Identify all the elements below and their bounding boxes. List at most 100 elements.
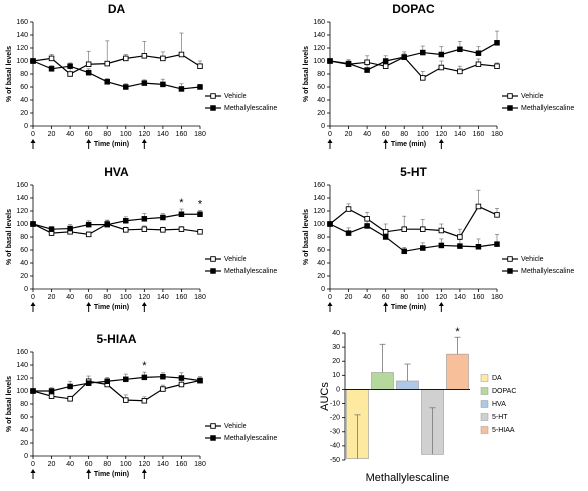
point xyxy=(475,243,482,250)
series-line xyxy=(33,376,201,392)
chart-title: 5-HT xyxy=(400,165,427,179)
y-tick-label: 140 xyxy=(16,195,28,202)
point xyxy=(364,59,370,66)
point xyxy=(364,216,370,222)
y-tick-label: -30 xyxy=(330,429,340,436)
y-tick-label: 120 xyxy=(16,208,28,215)
point xyxy=(197,377,203,384)
arrow-head xyxy=(383,139,389,143)
point xyxy=(67,396,73,402)
x-tick-label: 20 xyxy=(48,131,56,138)
legend-label: Methallylescaline xyxy=(224,105,277,112)
x-tick-label: 40 xyxy=(66,294,74,301)
point xyxy=(178,211,185,218)
y-tick-label: 0 xyxy=(321,123,325,130)
y-tick-label: 0 xyxy=(24,453,28,460)
point xyxy=(438,242,445,249)
series-line xyxy=(329,56,498,79)
y-tick-label: 20 xyxy=(20,273,28,280)
y-tick-label: 40 xyxy=(332,330,340,337)
chart-title: DOPAC xyxy=(392,2,435,16)
y-tick-label: -50 xyxy=(330,457,340,464)
point xyxy=(475,50,482,56)
arrow-head xyxy=(141,469,147,473)
x-tick-label: 20 xyxy=(48,461,56,468)
legend-swatch xyxy=(480,413,489,421)
point xyxy=(457,243,463,249)
arrow-head xyxy=(86,469,92,473)
legend-label: Methallylescaline xyxy=(224,435,277,442)
point xyxy=(178,375,185,381)
y-tick-label: 40 xyxy=(317,260,325,267)
point xyxy=(178,381,185,388)
series-line xyxy=(32,60,201,90)
x-tick-label: 180 xyxy=(194,294,206,301)
chart-title: DA xyxy=(108,2,126,16)
y-tick-label: 20 xyxy=(317,273,325,280)
legend-swatch xyxy=(480,374,489,382)
point xyxy=(30,58,36,64)
panel: 5-HIAA % of basal levels Time (min) 0 20 40 60… xyxy=(6,332,277,479)
x-tick-label: 60 xyxy=(382,294,390,301)
x-tick-label: 60 xyxy=(382,131,390,138)
x-axis-label: Time (min) xyxy=(94,141,129,148)
arrow-head xyxy=(86,302,92,306)
series-line xyxy=(329,205,498,238)
panel: DA % of basal levels Time (min) 0 20 40 60 80 10… xyxy=(6,2,277,149)
panel: AUCs Methallylescaline -50 -40 -30 -20 -10 0 10 2… xyxy=(319,326,516,484)
arrow-head xyxy=(141,302,147,306)
point xyxy=(382,58,389,64)
legend-label: 5-HT xyxy=(492,414,508,421)
y-tick-label: 140 xyxy=(313,195,325,202)
series-line xyxy=(32,380,201,402)
y-tick-label: 100 xyxy=(16,58,28,65)
legend-marker xyxy=(507,93,513,99)
point xyxy=(420,75,426,81)
point xyxy=(85,380,92,386)
annotation: * xyxy=(142,360,147,372)
x-tick-label: 40 xyxy=(66,461,74,468)
x-tick-label: 180 xyxy=(491,294,503,301)
point xyxy=(30,221,36,227)
series-line xyxy=(329,223,498,252)
y-tick-label: 30 xyxy=(332,344,340,351)
x-tick-label: 140 xyxy=(157,461,169,468)
y-tick-label: 60 xyxy=(20,247,28,254)
x-tick-label: 100 xyxy=(120,131,132,138)
x-tick-label: 0 xyxy=(328,294,332,301)
point xyxy=(457,68,463,75)
y-axis-label: % of basal levels xyxy=(6,376,13,432)
bar xyxy=(396,380,419,390)
point xyxy=(48,226,55,232)
arrow-head xyxy=(327,302,333,306)
y-tick-label: -20 xyxy=(330,415,340,422)
legend-swatch xyxy=(480,400,489,408)
y-tick-label: 40 xyxy=(20,97,28,104)
legend-label: Vehicle xyxy=(521,256,544,263)
point xyxy=(85,221,92,228)
point xyxy=(401,54,407,60)
point xyxy=(160,55,166,62)
point xyxy=(457,46,463,53)
annotation: * xyxy=(179,197,184,209)
bar xyxy=(371,372,394,390)
point xyxy=(141,80,148,86)
y-tick-label: 60 xyxy=(317,247,325,254)
y-axis-label: % of basal levels xyxy=(303,209,310,265)
y-tick-label: 60 xyxy=(20,84,28,91)
point xyxy=(457,234,463,240)
legend-label: Vehicle xyxy=(521,93,544,100)
x-tick-label: 180 xyxy=(194,131,206,138)
legend-marker xyxy=(210,93,216,99)
x-tick-label: 120 xyxy=(138,294,150,301)
point xyxy=(364,67,370,73)
point xyxy=(48,55,55,62)
arrow-head xyxy=(30,469,36,473)
point xyxy=(48,388,55,394)
legend-label: DA xyxy=(492,375,502,382)
point xyxy=(197,84,203,90)
point xyxy=(178,86,185,92)
legend-label: Methallylescaline xyxy=(521,268,574,275)
point xyxy=(401,248,407,255)
legend-label: Methallylescaline xyxy=(224,268,277,275)
